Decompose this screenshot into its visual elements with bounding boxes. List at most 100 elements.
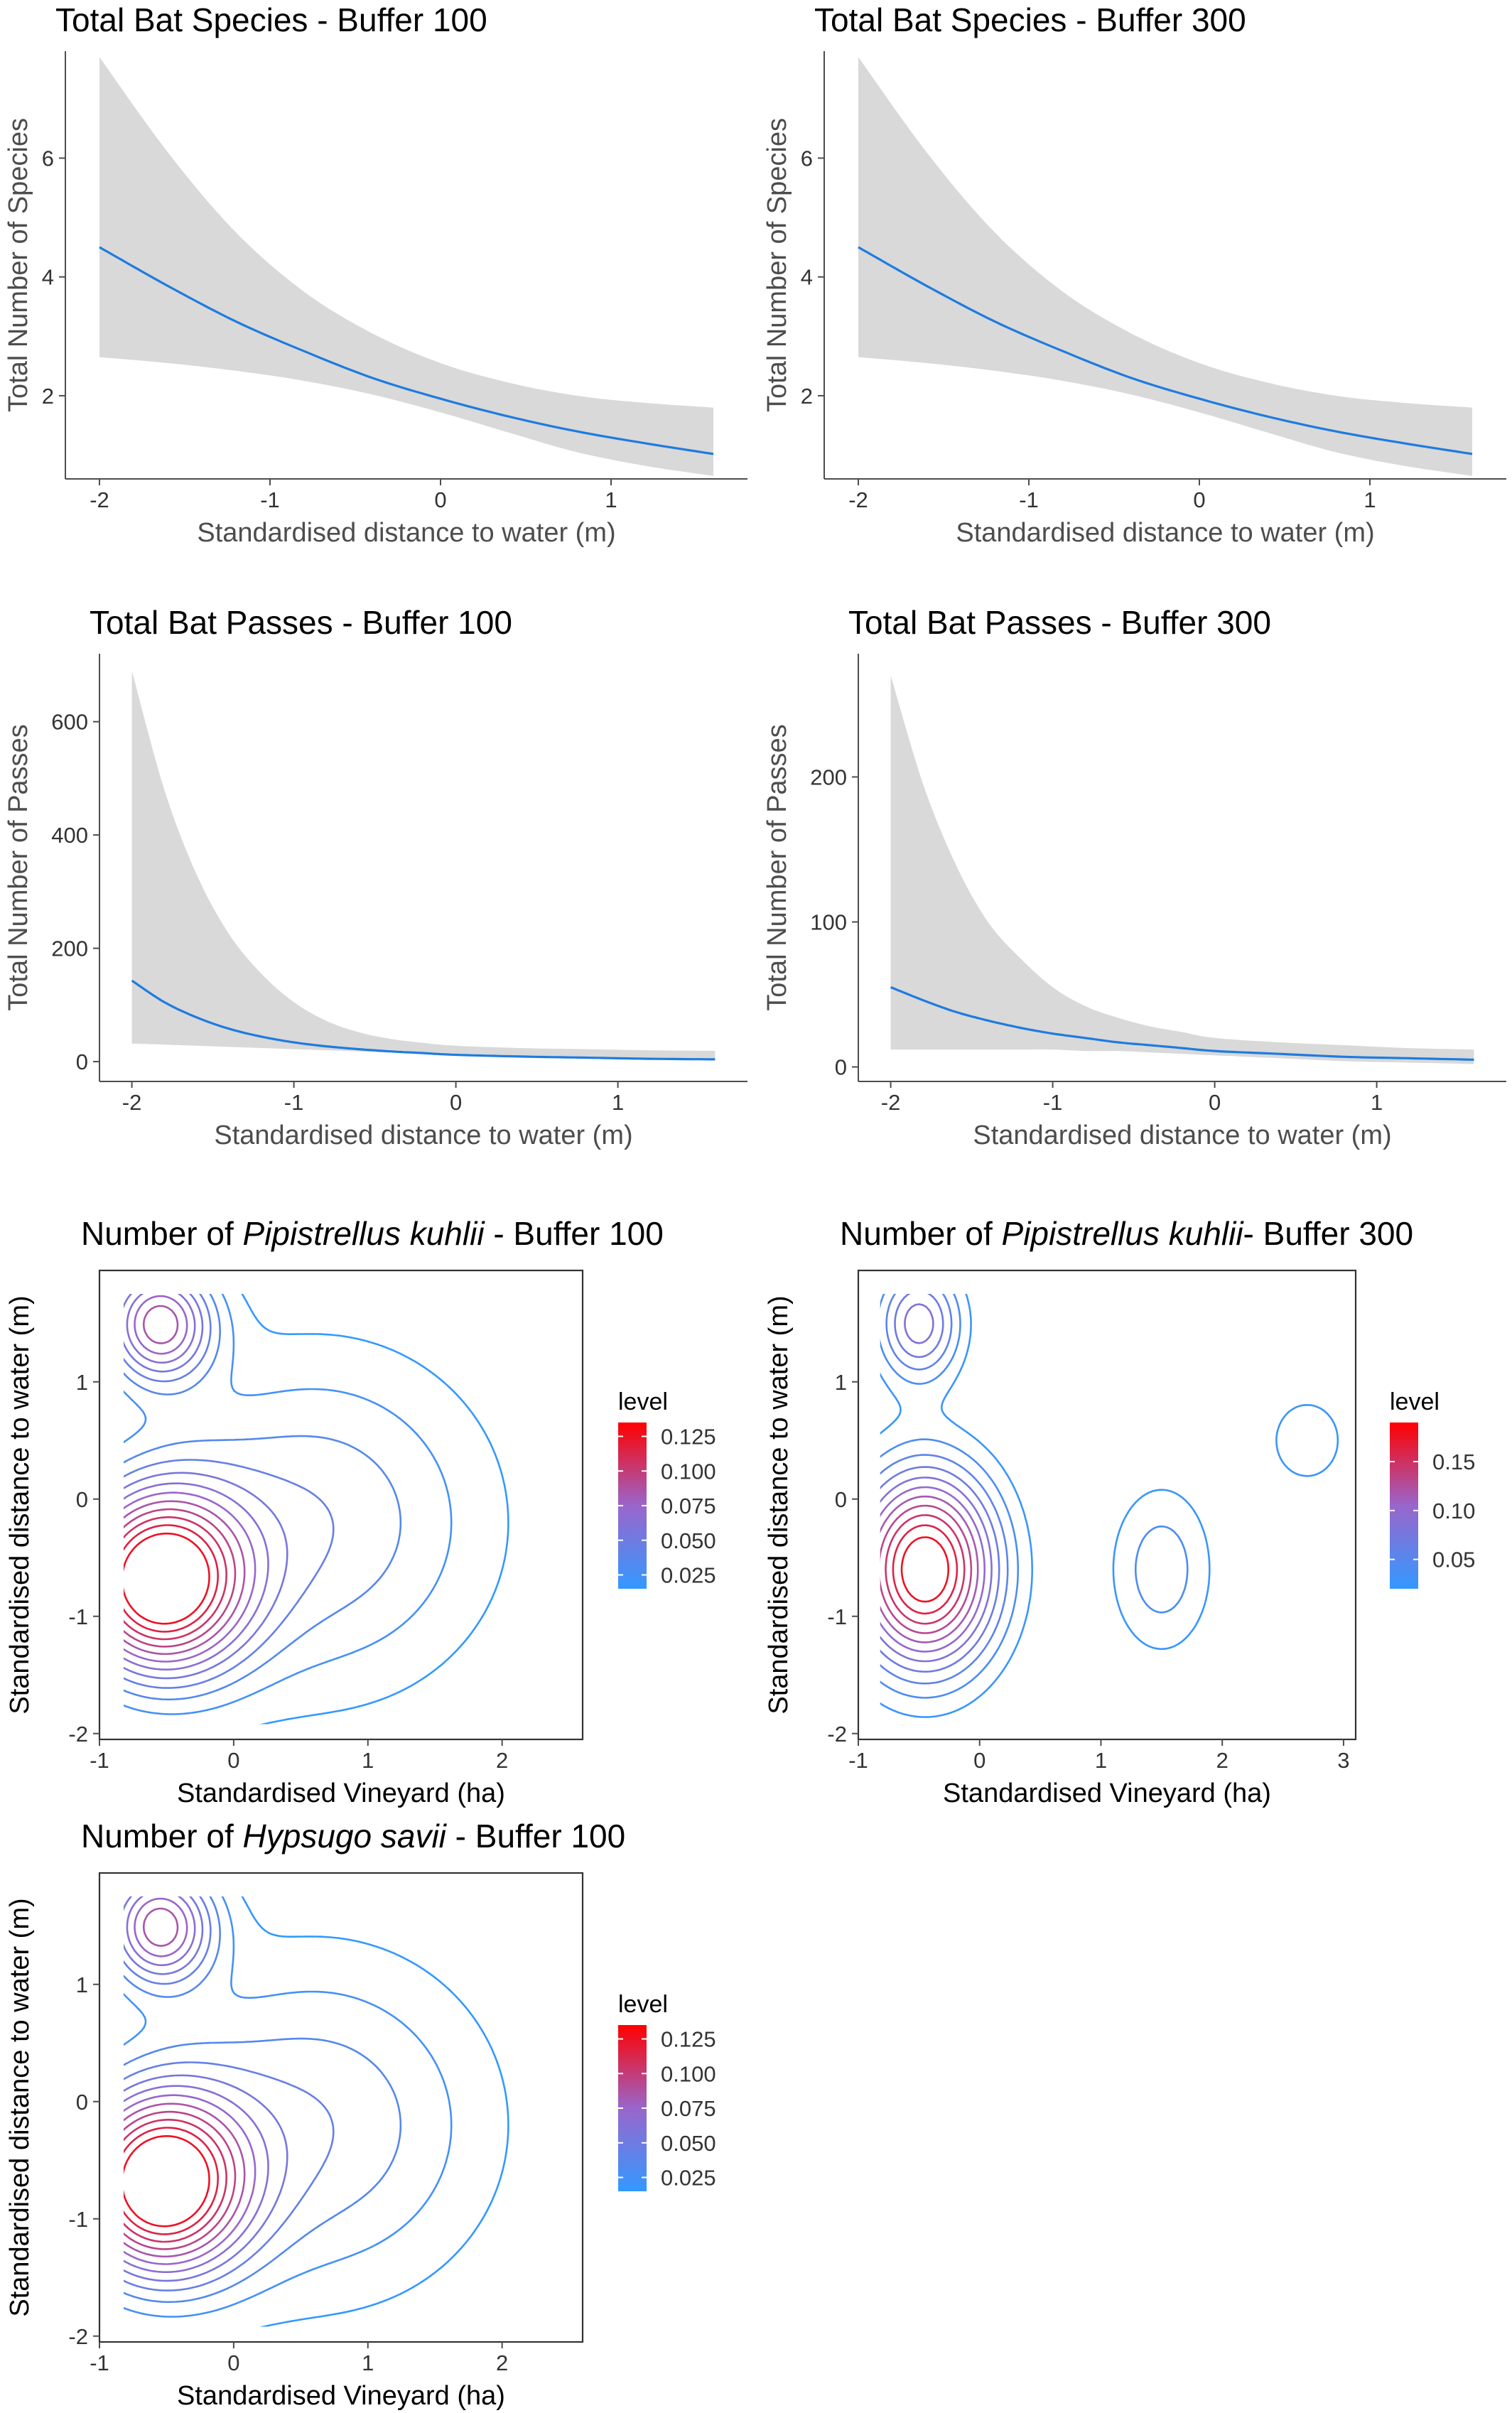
contour-lines bbox=[880, 1294, 1339, 1718]
contour-level-line bbox=[241, 1896, 509, 2327]
contour-level-line bbox=[124, 1305, 246, 1656]
y-tick-label: 2 bbox=[801, 384, 813, 409]
x-tick-label: 0 bbox=[973, 1748, 986, 1773]
y-tick-label: 1 bbox=[76, 1370, 88, 1395]
y-axis-label: Total Number of Species bbox=[762, 118, 792, 412]
y-axis-label: Total Number of Passes bbox=[762, 724, 792, 1010]
x-axis-label: Standardised distance to water (m) bbox=[973, 1121, 1391, 1150]
legend-label: 0.100 bbox=[661, 2061, 716, 2086]
y-tick-label: -2 bbox=[827, 1722, 847, 1747]
chart-panel-5: Number of Pipistrellus kuhlii - Buffer 1… bbox=[5, 1215, 716, 1808]
confidence-band bbox=[99, 57, 713, 476]
x-tick-label: 3 bbox=[1337, 1748, 1349, 1773]
y-tick-label: 0 bbox=[76, 1487, 88, 1512]
y-tick-label: 1 bbox=[76, 1972, 88, 1997]
x-tick-label: 0 bbox=[227, 2350, 239, 2375]
x-tick-label: 1 bbox=[605, 487, 617, 512]
legend-label: 0.125 bbox=[661, 1425, 716, 1450]
panel-border bbox=[857, 1269, 1357, 1741]
y-axis-label: Standardised distance to water (m) bbox=[5, 1898, 35, 2316]
y-tick-label: 2 bbox=[42, 384, 54, 409]
chart-title: Number of Pipistrellus kuhlii- Buffer 30… bbox=[840, 1215, 1413, 1252]
contour-level-line bbox=[880, 1303, 993, 1663]
x-tick-label: 0 bbox=[227, 1748, 239, 1773]
contour-lines bbox=[124, 1294, 509, 1724]
chart-panel-3: Total Bat Passes - Buffer 100 -2 -1 0 1 0 200 4… bbox=[4, 604, 747, 1150]
chart-title: Number of Pipistrellus kuhlii - Buffer 1… bbox=[81, 1215, 664, 1252]
chart-title: Total Bat Species - Buffer 100 bbox=[55, 1, 487, 38]
contour-level-line bbox=[124, 2118, 227, 2243]
x-tick-label: 0 bbox=[1209, 1090, 1221, 1115]
x-tick-label: -2 bbox=[122, 1090, 142, 1115]
chart-panel-7: Number of Hypsugo savii - Buffer 100 -1 0 1… bbox=[5, 1818, 716, 2411]
x-tick-label: -1 bbox=[260, 487, 280, 512]
legend-label: 0.075 bbox=[661, 2096, 716, 2121]
contour-level-line bbox=[900, 1536, 949, 1603]
legend-label: 0.075 bbox=[661, 1494, 716, 1518]
y-axis-label: Total Number of Passes bbox=[4, 724, 33, 1010]
legend-title: level bbox=[618, 1388, 668, 1415]
contour-level-line bbox=[124, 1907, 246, 2258]
legend-label: 0.025 bbox=[661, 1563, 716, 1588]
y-tick-label: 4 bbox=[801, 265, 813, 290]
contour-level-line bbox=[880, 1294, 1009, 1685]
contour-level-line bbox=[124, 1896, 335, 2291]
x-tick-label: -1 bbox=[90, 2350, 109, 2375]
y-tick-label: -2 bbox=[68, 1722, 88, 1747]
chart-panel-1: Total Bat Species - Buffer 100 -2 -1 0 1 2 4 6 S… bbox=[4, 1, 747, 548]
legend-label: 0.15 bbox=[1432, 1450, 1475, 1474]
x-tick-label: 0 bbox=[434, 487, 446, 512]
y-tick-label: 0 bbox=[835, 1487, 847, 1512]
legend-title: level bbox=[618, 1991, 668, 2018]
x-tick-label: 0 bbox=[450, 1090, 462, 1115]
chart-panel-2: Total Bat Species - Buffer 300 -2 -1 0 1 2 4 6 S… bbox=[762, 1, 1506, 548]
contour-level-line bbox=[124, 1533, 210, 1625]
legend-label: 0.125 bbox=[661, 2027, 716, 2052]
x-tick-label: 1 bbox=[1371, 1090, 1383, 1115]
y-tick-label: 0 bbox=[835, 1055, 847, 1080]
contour-level-line bbox=[880, 1495, 979, 1643]
legend-label: 0.100 bbox=[661, 1459, 716, 1484]
y-tick-label: 200 bbox=[51, 936, 88, 961]
contour-level-line bbox=[880, 1486, 986, 1653]
y-tick-label: 6 bbox=[42, 146, 54, 171]
x-tick-label: 2 bbox=[496, 1748, 508, 1773]
x-tick-label: 1 bbox=[1364, 487, 1376, 512]
x-tick-label: 1 bbox=[1095, 1748, 1107, 1773]
legend-colorbar bbox=[1390, 1423, 1418, 1589]
contour-level-line bbox=[124, 1508, 237, 1648]
x-tick-label: -1 bbox=[284, 1090, 304, 1115]
x-tick-label: 1 bbox=[362, 2350, 374, 2375]
y-axis-label: Total Number of Species bbox=[4, 118, 33, 412]
y-tick-label: 0 bbox=[76, 2090, 88, 2115]
fitted-line bbox=[890, 986, 1474, 1061]
x-tick-label: -1 bbox=[848, 1748, 868, 1773]
confidence-band bbox=[858, 57, 1472, 476]
x-tick-label: 2 bbox=[1216, 1748, 1228, 1773]
panel-border bbox=[98, 1872, 584, 2343]
chart-title: Total Bat Species - Buffer 300 bbox=[814, 1, 1246, 38]
contour-level-line bbox=[124, 1294, 288, 1680]
y-tick-label: 4 bbox=[42, 265, 54, 290]
chart-panel-4: Total Bat Passes - Buffer 300 -2 -1 0 1 0 100 2… bbox=[762, 604, 1506, 1150]
contour-level-line bbox=[124, 1896, 269, 2273]
contour-level-line bbox=[885, 1514, 966, 1625]
y-tick-label: -1 bbox=[68, 2207, 88, 2232]
x-tick-label: -1 bbox=[90, 1748, 109, 1773]
contour-lines bbox=[124, 1896, 509, 2327]
x-tick-label: -2 bbox=[848, 487, 868, 512]
contour-level-line bbox=[880, 1294, 1189, 1699]
y-tick-label: -1 bbox=[68, 1604, 88, 1629]
contour-level-line bbox=[124, 1294, 453, 1715]
fitted-line bbox=[99, 246, 714, 455]
x-tick-label: -1 bbox=[1043, 1090, 1063, 1115]
fitted-line bbox=[131, 979, 716, 1061]
contour-level-line bbox=[880, 1504, 973, 1634]
contour-level-line bbox=[124, 1896, 288, 2282]
y-tick-label: 100 bbox=[810, 910, 847, 935]
y-tick-label: 400 bbox=[51, 823, 88, 848]
contour-level-line bbox=[892, 1524, 958, 1615]
x-tick-label: -2 bbox=[881, 1090, 901, 1115]
contour-level-line bbox=[880, 1294, 1339, 1718]
